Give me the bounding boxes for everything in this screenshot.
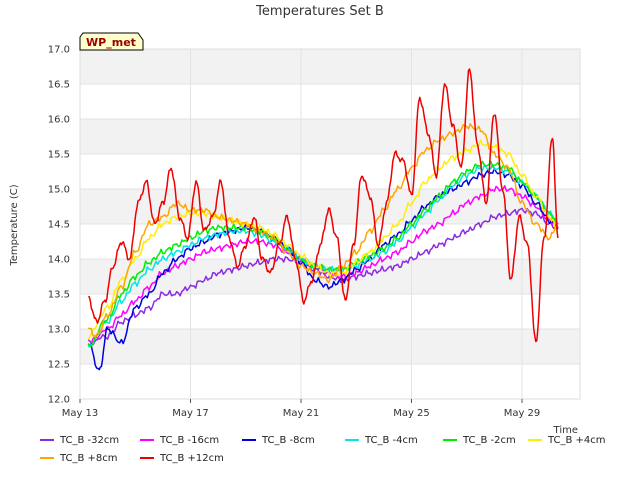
legend-label-tc-b-4cm: TC_B +4cm (547, 435, 606, 446)
legend-label-tc-b-8cm: TC_B +8cm (59, 453, 118, 464)
legend-label-tc-b-16cm: TC_B -16cm (159, 435, 219, 446)
series-line-tc-b-8cm (87, 123, 559, 338)
chart-title: Temperatures Set B (255, 4, 384, 19)
x-axis: May 13 May 17 May 21 May 25 May 29 (62, 399, 541, 419)
y-tick-label: 13.0 (48, 325, 70, 336)
legend-label-tc-b-4cm: TC_B -4cm (364, 435, 418, 446)
y-axis-label: Temperature (C) (9, 184, 20, 266)
y-tick-label: 16.0 (48, 115, 70, 126)
series-line-tc-b-12cm (88, 68, 559, 343)
legend-label-tc-b-12cm: TC_B +12cm (159, 453, 224, 464)
site-label-box: WP_met (79, 32, 144, 51)
y-tick-label: 15.5 (48, 150, 70, 161)
series-line-tc-b-32cm (87, 207, 559, 346)
x-tick-label: May 25 (393, 408, 430, 419)
series-layer (87, 68, 559, 371)
y-axis: 12.0 12.5 13.0 13.5 14.0 14.5 15.0 15.5 16.0 16.5… (48, 45, 70, 406)
plot-band (80, 49, 580, 84)
y-tick-label: 14.0 (48, 255, 70, 266)
y-tick-label: 12.0 (48, 395, 70, 406)
site-label: WP_met (86, 36, 136, 49)
y-tick-label: 15.0 (48, 185, 70, 196)
series-line-tc-b-8cm (87, 167, 559, 371)
y-tick-label: 17.0 (48, 45, 70, 56)
legend-label-tc-b-32cm: TC_B -32cm (59, 435, 119, 446)
x-tick-label: May 13 (62, 408, 99, 419)
plot-band (80, 329, 580, 364)
series-line-tc-b-4cm (87, 139, 559, 340)
plot-frame (79, 48, 581, 400)
plot-band (80, 119, 580, 154)
x-axis-label: Time (553, 425, 578, 436)
y-tick-label: 16.5 (48, 80, 70, 91)
legend: TC_B -32cm TC_B -16cm TC_B -8cm TC_B -4cm TC… (40, 435, 606, 464)
y-tick-label: 14.5 (48, 220, 70, 231)
x-tick-label: May 21 (283, 408, 320, 419)
series-line-tc-b-2cm (87, 160, 559, 348)
x-tick-label: May 29 (504, 408, 541, 419)
y-tick-label: 13.5 (48, 290, 70, 301)
legend-label-tc-b-8cm: TC_B -8cm (261, 435, 315, 446)
x-tick-label: May 17 (172, 408, 209, 419)
y-tick-label: 12.5 (48, 360, 70, 371)
legend-label-tc-b-2cm: TC_B -2cm (462, 435, 516, 446)
